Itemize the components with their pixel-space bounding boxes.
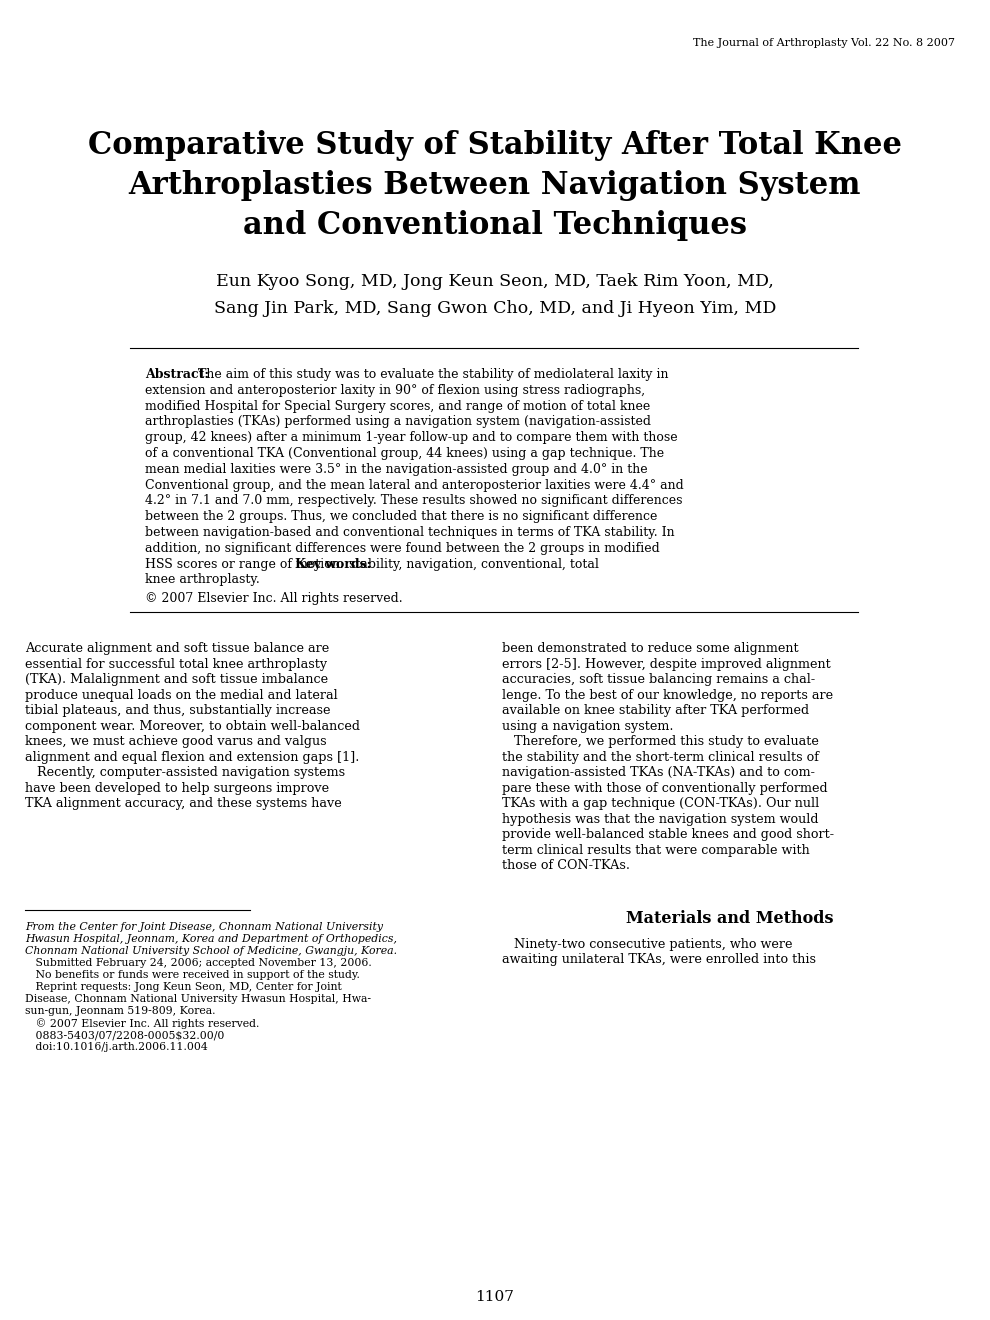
Text: From the Center for Joint Disease, Chonnam National University: From the Center for Joint Disease, Chonn… <box>25 921 383 932</box>
Text: Therefore, we performed this study to evaluate: Therefore, we performed this study to ev… <box>502 735 819 748</box>
Text: No benefits or funds were received in support of the study.: No benefits or funds were received in su… <box>25 970 360 979</box>
Text: component wear. Moreover, to obtain well-balanced: component wear. Moreover, to obtain well… <box>25 719 360 733</box>
Text: group, 42 knees) after a minimum 1-year follow-up and to compare them with those: group, 42 knees) after a minimum 1-year … <box>145 432 677 445</box>
Text: between navigation-based and conventional techniques in terms of TKA stability. : between navigation-based and conventiona… <box>145 525 674 539</box>
Text: The aim of this study was to evaluate the stability of mediolateral laxity in: The aim of this study was to evaluate th… <box>194 368 668 381</box>
Text: (TKA). Malalignment and soft tissue imbalance: (TKA). Malalignment and soft tissue imba… <box>25 673 328 686</box>
Text: sun-gun, Jeonnam 519-809, Korea.: sun-gun, Jeonnam 519-809, Korea. <box>25 1006 216 1016</box>
Text: stability, navigation, conventional, total: stability, navigation, conventional, tot… <box>346 557 599 570</box>
Text: Hwasun Hospital, Jeonnam, Korea and Department of Orthopedics,: Hwasun Hospital, Jeonnam, Korea and Depa… <box>25 935 397 944</box>
Text: navigation-assisted TKAs (NA-TKAs) and to com-: navigation-assisted TKAs (NA-TKAs) and t… <box>502 766 815 779</box>
Text: the stability and the short-term clinical results of: the stability and the short-term clinica… <box>502 751 819 764</box>
Text: Key words:: Key words: <box>295 557 371 570</box>
Text: essential for successful total knee arthroplasty: essential for successful total knee arth… <box>25 657 327 671</box>
Text: tibial plateaus, and thus, substantially increase: tibial plateaus, and thus, substantially… <box>25 704 331 717</box>
Text: provide well-balanced stable knees and good short-: provide well-balanced stable knees and g… <box>502 828 834 841</box>
Text: have been developed to help surgeons improve: have been developed to help surgeons imp… <box>25 781 329 795</box>
Text: of a conventional TKA (Conventional group, 44 knees) using a gap technique. The: of a conventional TKA (Conventional grou… <box>145 447 664 459</box>
Text: Submitted February 24, 2006; accepted November 13, 2006.: Submitted February 24, 2006; accepted No… <box>25 958 372 968</box>
Text: TKA alignment accuracy, and these systems have: TKA alignment accuracy, and these system… <box>25 797 342 810</box>
Text: The Journal of Arthroplasty Vol. 22 No. 8 2007: The Journal of Arthroplasty Vol. 22 No. … <box>693 38 955 48</box>
Text: Accurate alignment and soft tissue balance are: Accurate alignment and soft tissue balan… <box>25 643 330 655</box>
Text: lenge. To the best of our knowledge, no reports are: lenge. To the best of our knowledge, no … <box>502 689 834 702</box>
Text: mean medial laxities were 3.5° in the navigation-assisted group and 4.0° in the: mean medial laxities were 3.5° in the na… <box>145 463 647 475</box>
Text: knees, we must achieve good varus and valgus: knees, we must achieve good varus and va… <box>25 735 327 748</box>
Text: pare these with those of conventionally performed: pare these with those of conventionally … <box>502 781 828 795</box>
Text: Abstract:: Abstract: <box>145 368 209 381</box>
Text: modified Hospital for Special Surgery scores, and range of motion of total knee: modified Hospital for Special Surgery sc… <box>145 400 650 413</box>
Text: Chonnam National University School of Medicine, Gwangju, Korea.: Chonnam National University School of Me… <box>25 946 397 956</box>
Text: doi:10.1016/j.arth.2006.11.004: doi:10.1016/j.arth.2006.11.004 <box>25 1041 208 1052</box>
Text: arthroplasties (TKAs) performed using a navigation system (navigation-assisted: arthroplasties (TKAs) performed using a … <box>145 416 651 429</box>
Text: accuracies, soft tissue balancing remains a chal-: accuracies, soft tissue balancing remain… <box>502 673 815 686</box>
Text: produce unequal loads on the medial and lateral: produce unequal loads on the medial and … <box>25 689 338 702</box>
Text: hypothesis was that the navigation system would: hypothesis was that the navigation syste… <box>502 813 819 826</box>
Text: Reprint requests: Jong Keun Seon, MD, Center for Joint: Reprint requests: Jong Keun Seon, MD, Ce… <box>25 982 342 993</box>
Text: extension and anteroposterior laxity in 90° of flexion using stress radiographs,: extension and anteroposterior laxity in … <box>145 384 645 397</box>
Text: those of CON-TKAs.: those of CON-TKAs. <box>502 859 630 873</box>
Text: and Conventional Techniques: and Conventional Techniques <box>243 210 747 242</box>
Text: knee arthroplasty.: knee arthroplasty. <box>145 573 259 586</box>
Text: Arthroplasties Between Navigation System: Arthroplasties Between Navigation System <box>129 170 861 201</box>
Text: been demonstrated to reduce some alignment: been demonstrated to reduce some alignme… <box>502 643 799 655</box>
Text: alignment and equal flexion and extension gaps [1].: alignment and equal flexion and extensio… <box>25 751 359 764</box>
Text: Materials and Methods: Materials and Methods <box>627 909 834 927</box>
Text: 4.2° in 7.1 and 7.0 mm, respectively. These results showed no significant differ: 4.2° in 7.1 and 7.0 mm, respectively. Th… <box>145 495 682 507</box>
Text: Ninety-two consecutive patients, who were: Ninety-two consecutive patients, who wer… <box>502 937 793 950</box>
Text: © 2007 Elsevier Inc. All rights reserved.: © 2007 Elsevier Inc. All rights reserved… <box>145 593 403 605</box>
Text: between the 2 groups. Thus, we concluded that there is no significant difference: between the 2 groups. Thus, we concluded… <box>145 511 657 523</box>
Text: © 2007 Elsevier Inc. All rights reserved.: © 2007 Elsevier Inc. All rights reserved… <box>25 1018 259 1028</box>
Text: TKAs with a gap technique (CON-TKAs). Our null: TKAs with a gap technique (CON-TKAs). Ou… <box>502 797 820 810</box>
Text: 1107: 1107 <box>475 1290 515 1304</box>
Text: HSS scores or range of motion.: HSS scores or range of motion. <box>145 557 347 570</box>
Text: Recently, computer-assisted navigation systems: Recently, computer-assisted navigation s… <box>25 766 346 779</box>
Text: term clinical results that were comparable with: term clinical results that were comparab… <box>502 843 810 857</box>
Text: Eun Kyoo Song, MD, Jong Keun Seon, MD, Taek Rim Yoon, MD,: Eun Kyoo Song, MD, Jong Keun Seon, MD, T… <box>216 273 774 290</box>
Text: errors [2-5]. However, despite improved alignment: errors [2-5]. However, despite improved … <box>502 657 831 671</box>
Text: 0883-5403/07/2208-0005$32.00/0: 0883-5403/07/2208-0005$32.00/0 <box>25 1030 225 1040</box>
Text: awaiting unilateral TKAs, were enrolled into this: awaiting unilateral TKAs, were enrolled … <box>502 953 816 966</box>
Text: Sang Jin Park, MD, Sang Gwon Cho, MD, and Ji Hyeon Yim, MD: Sang Jin Park, MD, Sang Gwon Cho, MD, an… <box>214 300 776 317</box>
Text: using a navigation system.: using a navigation system. <box>502 719 673 733</box>
Text: Disease, Chonnam National University Hwasun Hospital, Hwa-: Disease, Chonnam National University Hwa… <box>25 994 371 1005</box>
Text: Conventional group, and the mean lateral and anteroposterior laxities were 4.4° : Conventional group, and the mean lateral… <box>145 479 684 491</box>
Text: Comparative Study of Stability After Total Knee: Comparative Study of Stability After Tot… <box>88 129 902 161</box>
Text: available on knee stability after TKA performed: available on knee stability after TKA pe… <box>502 704 809 717</box>
Text: addition, no significant differences were found between the 2 groups in modified: addition, no significant differences wer… <box>145 541 659 554</box>
